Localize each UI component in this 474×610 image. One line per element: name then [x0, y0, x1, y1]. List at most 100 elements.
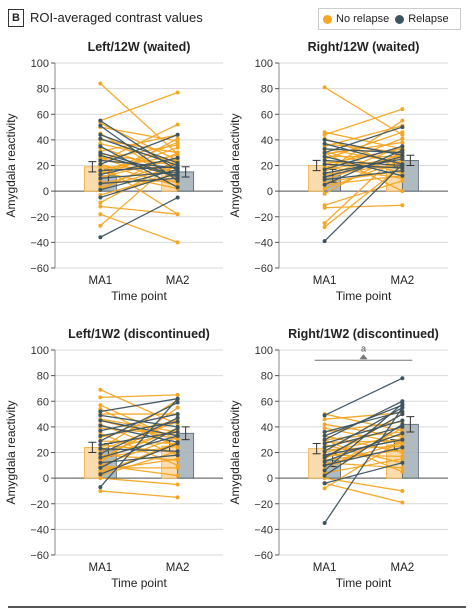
point-relapse-ma1: [322, 459, 327, 464]
point-no-relapse-ma1: [98, 488, 103, 493]
point-no-relapse-ma2: [175, 136, 180, 141]
subject-line-relapse: [324, 145, 403, 170]
subject-line-no-relapse: [100, 399, 178, 450]
point-relapse-ma1: [98, 428, 103, 433]
chart-panel-2: Right/12W (waited) −60 −40 −20 0 20 40 60 80 100 M…: [228, 40, 448, 303]
subject-line-relapse: [100, 417, 178, 455]
point-relapse-ma1: [322, 413, 327, 418]
y-tick-label: −20: [30, 212, 49, 224]
subject-line-no-relapse: [324, 108, 403, 136]
point-no-relapse-ma2: [175, 456, 180, 461]
panel-title: ROI-averaged contrast values: [30, 10, 203, 25]
significance-marker-icon: [359, 354, 368, 360]
subject-line-no-relapse: [100, 389, 178, 425]
subject-line-no-relapse: [324, 163, 403, 176]
y-tick-label: 0: [43, 186, 49, 198]
y-axis-label: Amygdala reactivity: [228, 113, 242, 217]
subject-line-no-relapse: [100, 138, 178, 181]
y-axis-label: Amygdala reactivity: [4, 400, 18, 504]
point-no-relapse-ma2: [400, 118, 405, 123]
y-tick-label: −60: [30, 550, 49, 562]
point-relapse-ma2: [175, 433, 180, 438]
point-relapse-ma1: [322, 520, 327, 525]
point-relapse-ma2: [400, 144, 405, 149]
y-tick-label: −60: [254, 263, 273, 275]
y-tick-label: 60: [261, 109, 273, 121]
point-relapse-ma1: [98, 455, 103, 460]
point-no-relapse-ma2: [175, 473, 180, 478]
subject-line-relapse: [100, 168, 178, 191]
point-relapse-ma2: [175, 176, 180, 181]
y-tick-label: −20: [254, 212, 273, 224]
point-no-relapse-ma2: [175, 405, 180, 410]
point-no-relapse-ma1: [322, 417, 327, 422]
point-no-relapse-ma1: [322, 422, 327, 427]
chart-title: Right/12W (waited): [308, 40, 420, 54]
y-tick-label: −20: [30, 499, 49, 511]
y-tick-label: 100: [31, 345, 49, 357]
point-relapse-ma2: [175, 453, 180, 458]
point-relapse-ma1: [98, 409, 103, 414]
subject-line-no-relapse: [100, 123, 178, 163]
subject-line-no-relapse: [324, 86, 403, 136]
point-no-relapse-ma2: [175, 212, 180, 217]
point-no-relapse-ma1: [322, 85, 327, 90]
subject-line-no-relapse: [324, 441, 403, 466]
point-no-relapse-ma2: [400, 178, 405, 183]
subject-line-relapse: [100, 166, 178, 172]
subject-line-no-relapse: [100, 490, 178, 498]
point-relapse-ma1: [98, 176, 103, 181]
subject-line-relapse: [324, 403, 403, 471]
subject-line-relapse: [100, 427, 178, 469]
point-relapse-ma2: [175, 171, 180, 176]
point-no-relapse-ma1: [98, 387, 103, 392]
point-relapse-ma2: [400, 125, 405, 130]
point-relapse-ma2: [175, 412, 180, 417]
point-relapse-ma2: [400, 401, 405, 406]
point-no-relapse-ma2: [175, 392, 180, 397]
legend: No relapse Relapse: [318, 8, 461, 30]
point-no-relapse-ma2: [400, 136, 405, 141]
y-tick-label: −20: [254, 499, 273, 511]
subject-line-no-relapse: [100, 91, 178, 122]
subject-line-relapse: [100, 172, 178, 199]
point-no-relapse-ma2: [175, 140, 180, 145]
point-relapse-ma1: [98, 144, 103, 149]
subject-line-no-relapse: [324, 204, 403, 209]
point-relapse-ma1: [98, 136, 103, 141]
point-no-relapse-ma1: [322, 225, 327, 229]
y-tick-label: 80: [261, 371, 273, 383]
significance-label: a: [361, 343, 366, 353]
point-relapse-ma1: [98, 132, 103, 137]
subject-line-no-relapse: [100, 441, 178, 474]
point-relapse-ma2: [175, 155, 180, 160]
subject-line-relapse: [100, 157, 178, 176]
y-tick-label: −40: [254, 524, 273, 536]
point-relapse-ma1: [322, 445, 327, 450]
y-tick-label: 40: [37, 135, 49, 147]
point-no-relapse-ma2: [175, 150, 180, 155]
subject-line-relapse: [324, 432, 403, 463]
point-relapse-ma2: [400, 376, 405, 381]
legend-label-no-relapse: No relapse: [336, 13, 390, 25]
point-relapse-ma1: [98, 423, 103, 428]
x-tick-label-ma2: MA2: [391, 562, 415, 574]
point-relapse-ma2: [175, 430, 180, 434]
point-relapse-ma1: [322, 158, 327, 163]
chart-panel-3: Left/1W2 (discontinued) −60 −40 −20 0 20 40 60 8…: [4, 327, 223, 590]
y-tick-label: −40: [254, 237, 273, 249]
subject-line-no-relapse: [324, 412, 403, 420]
point-relapse-ma1: [322, 441, 327, 446]
point-no-relapse-ma2: [400, 469, 405, 474]
point-relapse-ma1: [98, 413, 103, 418]
chart-title: Left/12W (waited): [88, 40, 191, 54]
y-tick-label: 80: [37, 371, 49, 383]
chart-title: Right/1W2 (discontinued): [288, 327, 439, 341]
point-relapse-ma1: [322, 154, 327, 159]
point-relapse-ma2: [400, 154, 405, 159]
subject-line-no-relapse: [324, 149, 403, 224]
y-tick-label: −40: [30, 524, 49, 536]
x-axis-label: Time point: [336, 576, 392, 590]
point-relapse-ma1: [322, 146, 327, 151]
subject-line-no-relapse: [100, 205, 178, 215]
